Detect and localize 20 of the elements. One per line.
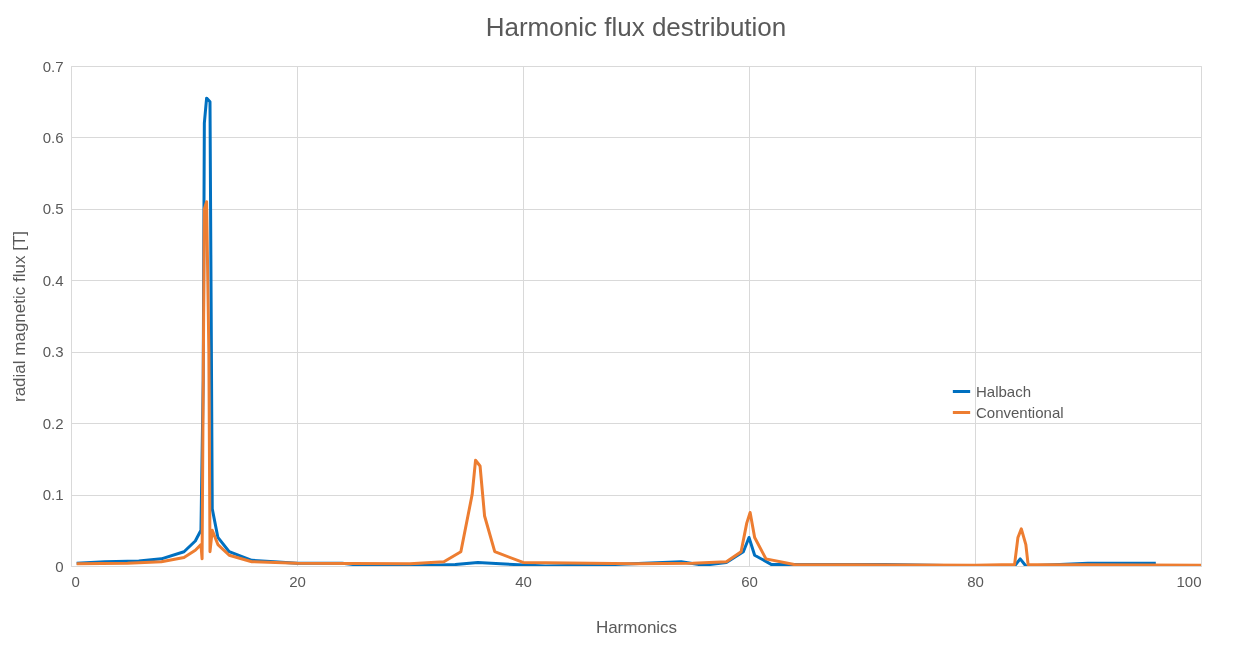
- y-tick-label: 0.5: [42, 200, 64, 218]
- y-axis-title: radial magnetic flux [T]: [9, 230, 29, 403]
- x-tick-label: 60: [741, 572, 758, 590]
- line-series: [75, 200, 1201, 566]
- y-tick-label: 0.4: [42, 271, 64, 289]
- y-tick-label: 0.2: [42, 414, 64, 432]
- y-tick-label: 0: [55, 557, 64, 575]
- x-tick-label: 80: [967, 572, 984, 590]
- chart-title: Harmonic flux destribution: [485, 12, 787, 42]
- legend-label: Halbach: [976, 382, 1032, 400]
- x-tick-label: 20: [289, 572, 306, 590]
- y-tick-label: 0.7: [42, 57, 64, 75]
- x-tick-label: 40: [515, 572, 532, 590]
- x-tick-label: 0: [71, 572, 80, 590]
- y-tick-label: 0.1: [42, 486, 64, 504]
- legend-label: Conventional: [976, 403, 1064, 421]
- y-tick-label: 0.6: [42, 128, 64, 146]
- x-tick-label: 100: [1176, 572, 1202, 590]
- y-tick-label: 0.3: [42, 343, 64, 361]
- x-axis-title: Harmonics: [595, 617, 678, 637]
